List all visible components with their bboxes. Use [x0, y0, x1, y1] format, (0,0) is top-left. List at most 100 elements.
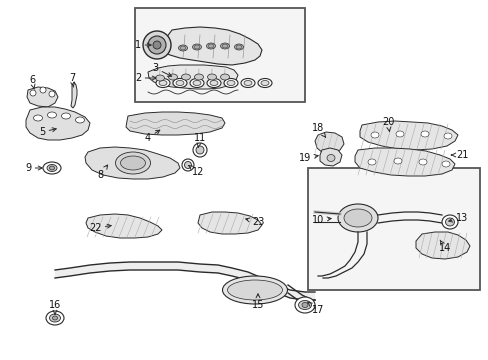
Circle shape [153, 41, 161, 49]
Text: 2: 2 [135, 73, 156, 83]
Ellipse shape [326, 154, 334, 162]
Ellipse shape [294, 297, 314, 313]
Ellipse shape [234, 44, 243, 50]
Ellipse shape [155, 75, 164, 81]
Text: 16: 16 [49, 300, 61, 314]
Polygon shape [354, 148, 454, 176]
Bar [135, 8, 305, 102]
Ellipse shape [244, 81, 251, 85]
Ellipse shape [395, 131, 403, 137]
Polygon shape [160, 27, 262, 65]
Ellipse shape [207, 44, 214, 48]
Text: 14: 14 [438, 240, 450, 253]
Ellipse shape [441, 161, 449, 167]
Ellipse shape [194, 74, 203, 80]
Ellipse shape [420, 131, 428, 137]
Ellipse shape [196, 146, 203, 154]
Text: 13: 13 [448, 213, 467, 223]
Ellipse shape [370, 132, 378, 138]
Ellipse shape [181, 74, 190, 80]
Ellipse shape [298, 301, 311, 310]
Ellipse shape [258, 78, 271, 87]
Ellipse shape [227, 280, 282, 300]
Ellipse shape [207, 74, 216, 80]
Ellipse shape [367, 159, 375, 165]
Text: 5: 5 [39, 127, 56, 137]
Ellipse shape [226, 81, 235, 85]
Ellipse shape [220, 74, 229, 80]
Polygon shape [359, 121, 457, 150]
Text: 17: 17 [307, 302, 324, 315]
Ellipse shape [46, 311, 64, 325]
Circle shape [148, 36, 165, 54]
Text: 3: 3 [152, 63, 171, 76]
Ellipse shape [443, 133, 451, 139]
Circle shape [30, 90, 36, 96]
Text: 22: 22 [88, 223, 111, 233]
Polygon shape [55, 262, 314, 300]
Polygon shape [314, 132, 343, 154]
Ellipse shape [184, 162, 191, 168]
Polygon shape [71, 82, 77, 108]
Text: 19: 19 [298, 153, 318, 163]
Ellipse shape [75, 117, 84, 123]
Ellipse shape [182, 159, 194, 171]
Circle shape [40, 87, 46, 93]
Ellipse shape [156, 78, 170, 87]
Text: 15: 15 [251, 294, 264, 310]
Text: 4: 4 [144, 130, 160, 143]
Ellipse shape [220, 43, 229, 49]
Ellipse shape [34, 115, 42, 121]
Text: 9: 9 [25, 163, 42, 173]
Ellipse shape [168, 74, 177, 80]
Ellipse shape [194, 45, 200, 49]
Polygon shape [415, 232, 469, 259]
Polygon shape [27, 87, 58, 107]
Ellipse shape [222, 44, 227, 48]
Ellipse shape [178, 45, 187, 51]
Ellipse shape [47, 165, 57, 171]
Text: 6: 6 [29, 75, 35, 89]
Ellipse shape [343, 209, 371, 227]
Ellipse shape [180, 46, 185, 50]
Ellipse shape [206, 43, 215, 49]
Ellipse shape [261, 81, 268, 85]
Circle shape [142, 31, 171, 59]
Polygon shape [86, 214, 162, 238]
Ellipse shape [193, 143, 206, 157]
Ellipse shape [337, 204, 377, 232]
Circle shape [49, 91, 55, 97]
Polygon shape [126, 112, 224, 135]
Polygon shape [319, 148, 341, 166]
Ellipse shape [61, 113, 70, 119]
Ellipse shape [441, 215, 457, 229]
Text: 12: 12 [188, 166, 204, 177]
Ellipse shape [190, 78, 203, 87]
Text: 10: 10 [311, 215, 330, 225]
Ellipse shape [393, 158, 401, 164]
Polygon shape [85, 147, 180, 179]
Polygon shape [26, 107, 90, 140]
Polygon shape [148, 65, 238, 89]
Ellipse shape [236, 45, 242, 49]
Ellipse shape [222, 276, 287, 304]
Ellipse shape [49, 166, 54, 170]
Text: 18: 18 [311, 123, 325, 137]
Ellipse shape [224, 78, 238, 87]
Ellipse shape [115, 152, 150, 174]
Ellipse shape [159, 81, 167, 85]
Text: 11: 11 [193, 133, 206, 147]
Text: 23: 23 [245, 217, 264, 227]
Ellipse shape [173, 78, 186, 87]
Ellipse shape [445, 218, 453, 226]
Ellipse shape [176, 81, 183, 85]
Ellipse shape [418, 159, 426, 165]
Ellipse shape [43, 162, 61, 174]
Ellipse shape [47, 112, 57, 118]
Ellipse shape [120, 156, 145, 170]
Text: 21: 21 [450, 150, 467, 160]
Ellipse shape [193, 81, 201, 85]
Bar [307, 168, 479, 290]
Ellipse shape [206, 78, 221, 87]
Ellipse shape [209, 81, 218, 85]
